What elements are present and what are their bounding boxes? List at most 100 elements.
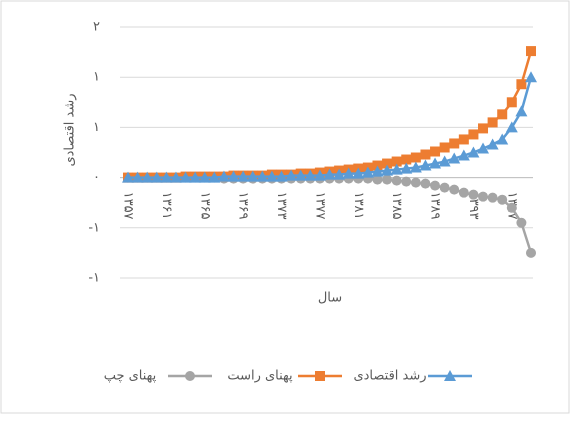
marker	[265, 170, 278, 182]
marker	[179, 171, 192, 183]
x-tick-label: ۱۳۹۳	[466, 192, 481, 220]
marker	[246, 170, 259, 182]
marker	[486, 138, 499, 150]
marker	[352, 167, 365, 179]
marker	[516, 217, 527, 228]
x-tick-label: ۱۳۷۷	[312, 192, 327, 220]
marker	[227, 170, 240, 182]
x-tick-label: ۱۳۶۹	[236, 192, 251, 220]
marker	[526, 247, 536, 258]
marker	[420, 178, 431, 189]
marker	[400, 162, 413, 174]
marker	[419, 159, 432, 171]
y-tick-label: -۱	[88, 220, 100, 235]
marker	[372, 160, 383, 171]
marker	[304, 169, 317, 181]
marker	[429, 157, 442, 169]
marker	[506, 202, 517, 213]
marker	[497, 194, 508, 205]
marker	[487, 117, 498, 128]
marker	[323, 168, 336, 180]
marker	[160, 171, 173, 183]
marker	[391, 156, 402, 167]
marker	[381, 164, 394, 176]
legend-label: رشد اقتصادی	[353, 369, 426, 384]
x-axis-title: سال	[318, 291, 342, 306]
marker	[371, 165, 384, 177]
marker	[410, 152, 421, 163]
marker	[237, 170, 250, 182]
marker	[467, 146, 480, 158]
y-tick-label: ۱	[93, 70, 100, 85]
x-tick-label: ۱۳۵۷	[121, 192, 136, 220]
x-tick-label: ۱۳۶۵	[197, 192, 212, 220]
marker	[372, 174, 383, 185]
y-axis-title: رشد اقتصادی	[63, 93, 78, 166]
marker	[439, 142, 450, 153]
y-tick-label: ۱	[93, 120, 100, 135]
marker	[275, 170, 288, 182]
legend-label: پهنای چپ	[104, 369, 157, 384]
marker	[506, 97, 517, 108]
marker	[333, 168, 346, 180]
marker	[430, 180, 441, 191]
marker	[439, 182, 450, 193]
marker	[131, 171, 144, 183]
x-tick-label: ۱۳۸۹	[428, 192, 443, 220]
x-tick-label: ۱۳۸۱	[351, 192, 366, 220]
marker	[515, 105, 528, 117]
marker	[294, 169, 307, 181]
marker	[401, 176, 412, 187]
marker	[285, 169, 298, 181]
marker	[420, 149, 431, 160]
marker	[449, 138, 460, 149]
marker	[497, 109, 508, 120]
marker	[438, 155, 451, 167]
marker	[382, 158, 393, 169]
x-tick-label: ۱۳۶۱	[159, 192, 174, 220]
marker	[217, 170, 230, 182]
marker	[449, 184, 460, 195]
marker	[516, 79, 527, 90]
marker	[526, 46, 536, 57]
marker	[448, 152, 461, 164]
marker	[256, 170, 269, 182]
marker	[478, 191, 489, 202]
marker	[198, 171, 211, 183]
marker	[208, 171, 221, 183]
marker	[505, 121, 518, 133]
marker	[525, 71, 537, 83]
legend-marker	[185, 371, 195, 381]
marker	[487, 192, 498, 203]
marker	[477, 142, 490, 154]
marker	[342, 167, 355, 179]
marker	[313, 169, 326, 181]
marker	[409, 161, 422, 173]
marker	[457, 149, 470, 161]
marker	[169, 171, 182, 183]
marker	[468, 189, 479, 200]
marker	[141, 171, 154, 183]
marker	[122, 171, 134, 183]
x-tick-label: ۱۳۷۳	[274, 192, 289, 220]
marker	[391, 175, 402, 186]
marker	[430, 146, 441, 157]
y-tick-label: ۰	[93, 170, 100, 185]
marker	[390, 163, 403, 175]
marker	[189, 171, 202, 183]
marker	[458, 187, 469, 198]
marker	[361, 166, 374, 178]
legend-label: پهنای راست	[227, 369, 293, 384]
marker	[401, 154, 412, 165]
x-tick-label: ۱۳۸۵	[389, 192, 404, 220]
legend-marker	[444, 370, 456, 381]
marker	[496, 133, 509, 145]
marker	[150, 171, 163, 183]
marker	[382, 174, 393, 185]
marker	[458, 134, 469, 145]
legend-marker	[315, 371, 325, 381]
y-tick-label: -۱	[88, 271, 100, 286]
y-tick-label: ۲	[93, 20, 100, 35]
